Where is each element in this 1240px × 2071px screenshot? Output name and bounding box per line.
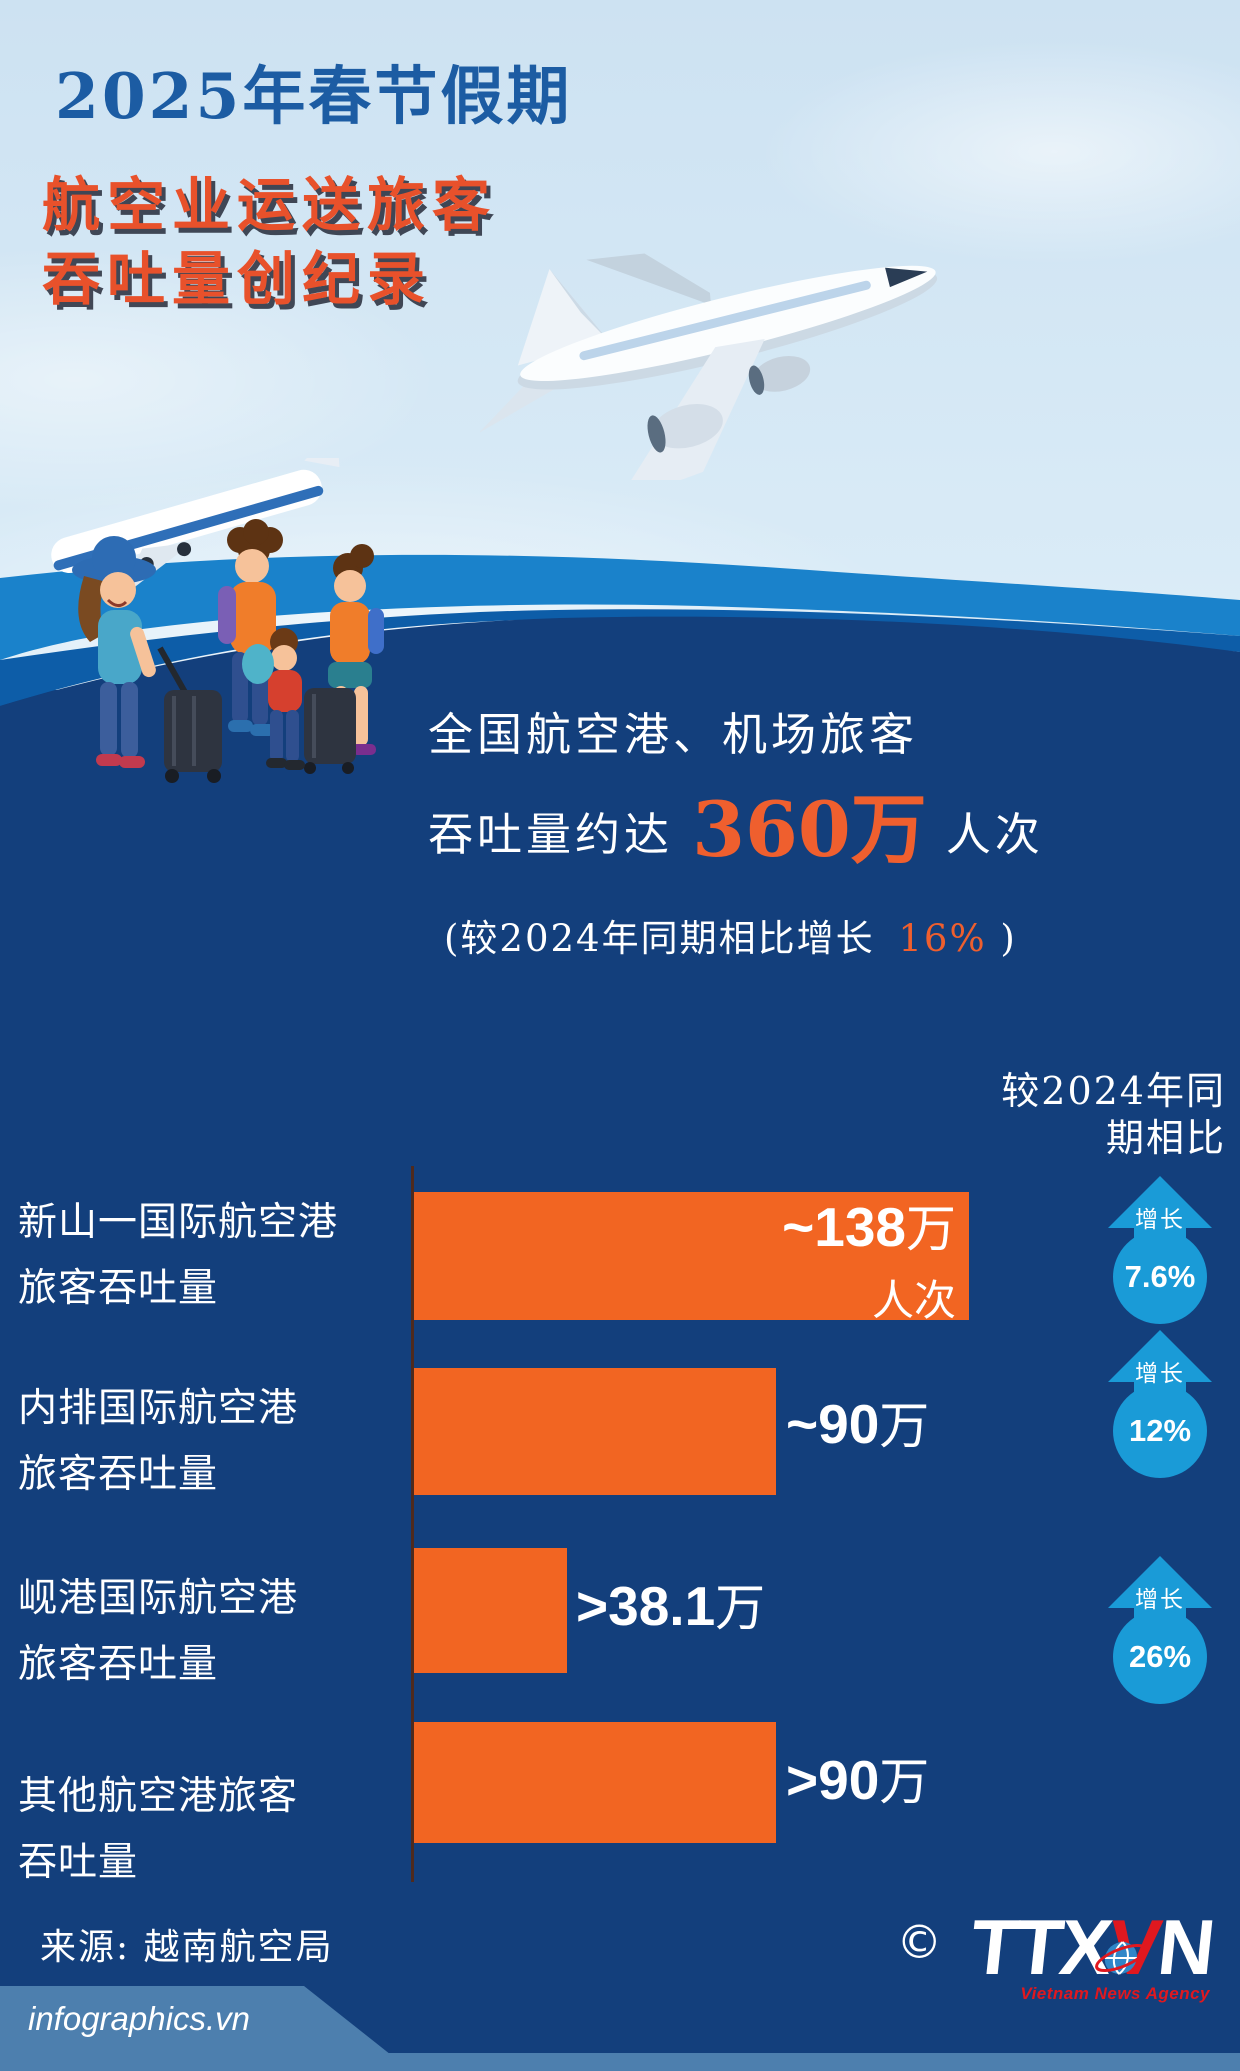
bar-label-noi-bai: 内排国际航空港 旅客吞吐量 <box>18 1386 299 1497</box>
footer-bottom-bar <box>0 2053 1240 2071</box>
agency-logo: © TTXVN <box>896 1902 1216 1993</box>
note-prefix: (较2024年同期相比增长 <box>444 917 875 960</box>
summary-total-unit: 人次 <box>945 808 1044 861</box>
bar-label-da-nang: 岘港国际航空港 旅客吞吐量 <box>18 1576 299 1687</box>
globe-icon <box>1095 1941 1147 1975</box>
copyright-symbol: © <box>896 1915 943 1969</box>
travelers-illustration <box>51 458 384 783</box>
growth-badge-2: 增长 12% <box>1104 1328 1216 1480</box>
agency-name: Vietnam News Agency <box>1020 1984 1210 2003</box>
note-growth-value: 16% <box>898 917 987 960</box>
bar-label-tan-son-nhat: 新山一国际航空港 旅客吞吐量 <box>18 1200 339 1311</box>
chart-bar-da-nang <box>414 1548 567 1673</box>
bar-label-other-airports: 其他航空港旅客 吞吐量 <box>18 1774 299 1885</box>
growth-arrow-icon <box>1108 1556 1212 1704</box>
subtitle-line-1: 航空业运送旅客 <box>42 171 498 239</box>
source-credit: 来源: 越南航空局 <box>40 1927 334 1968</box>
note-suffix: ) <box>1000 917 1017 960</box>
chart-axis-line <box>411 1166 414 1882</box>
growth-badge-3: 增长 26% <box>1104 1554 1216 1706</box>
summary-growth-note: (较2024年同期相比增长 16% ) <box>444 908 1017 962</box>
subtitle-line-2: 吞吐量创纪录 <box>42 245 433 313</box>
growth-arrow-icon <box>1108 1176 1212 1324</box>
chart-bar-other-airports <box>414 1722 776 1843</box>
comparison-header: 较2024年同 期相比 <box>1001 1069 1226 1160</box>
bar-value-da-nang: >38.1万 <box>576 1575 766 1637</box>
agency-logo-text: TTXVN <box>966 1903 1217 1991</box>
airplane-illustration <box>480 253 938 480</box>
chart-bar-noi-bai <box>414 1368 776 1495</box>
summary-line-2: 吞吐量约达 360万 人次 <box>428 768 1044 878</box>
summary-total-value: 360万 <box>692 785 927 874</box>
page-title: 2025年春节假期 <box>55 59 573 133</box>
growth-arrow-icon <box>1108 1330 1212 1478</box>
growth-badge-1: 增长 7.6% <box>1104 1174 1216 1326</box>
summary-line-1: 全国航空港、机场旅客 <box>428 708 919 761</box>
chart-bar-tan-son-nhat <box>414 1192 969 1320</box>
summary-prefix: 吞吐量约达 <box>428 808 674 861</box>
bar-value-other-airports: >90万 <box>786 1749 930 1811</box>
bar-value-tan-son-nhat: ~138万 人次 <box>782 1196 956 1325</box>
bar-value-noi-bai: ~90万 <box>786 1393 930 1455</box>
site-credit: infographics.vn <box>28 2000 250 2037</box>
